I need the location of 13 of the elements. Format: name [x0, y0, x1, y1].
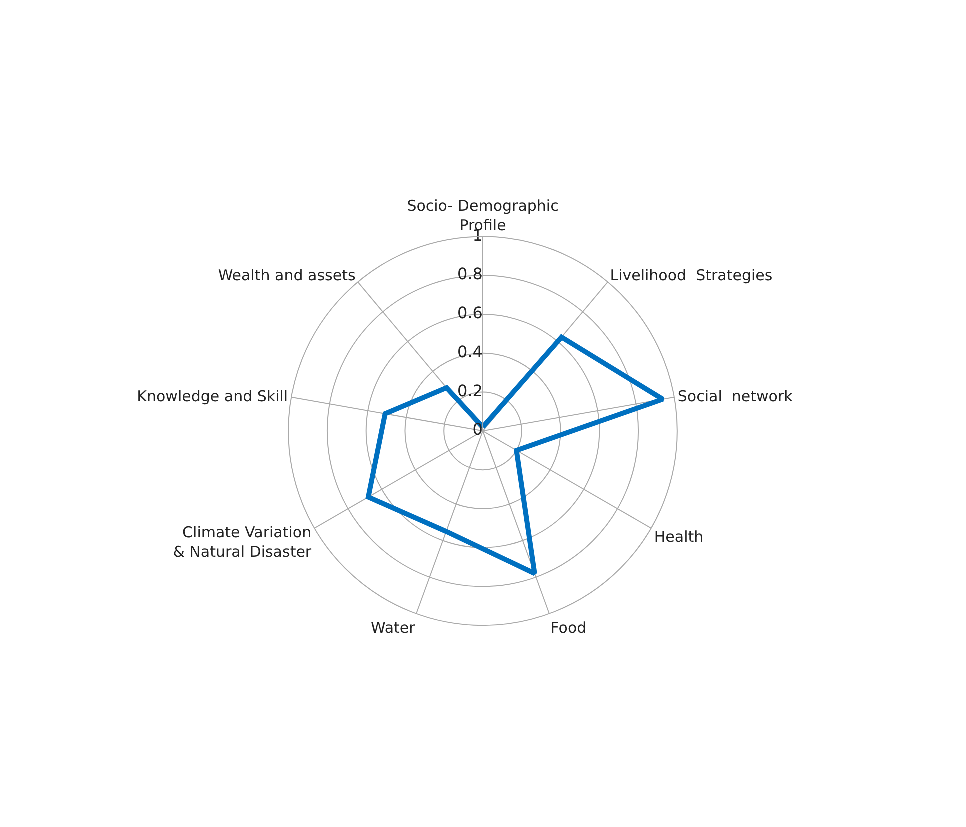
spoke-label: Health: [654, 528, 704, 546]
y-tick-label: 0.8: [458, 264, 484, 284]
y-tick-label: 0.4: [458, 342, 484, 362]
y-tick-label: 0.6: [458, 304, 484, 323]
y-tick-label: 0.2: [458, 381, 484, 400]
spoke-label: Knowledge and Skill: [137, 387, 288, 406]
spoke-label: Climate Variation & Natural Disaster: [173, 523, 312, 561]
y-tick-label: 0: [472, 420, 484, 440]
spoke-label: Food: [550, 619, 587, 638]
spoke-label: Social network: [678, 387, 794, 406]
spoke-label: Livelihood Strategies: [610, 266, 773, 285]
spoke-label: Wealth and assets: [218, 266, 356, 285]
spoke-label: Water: [370, 619, 416, 638]
